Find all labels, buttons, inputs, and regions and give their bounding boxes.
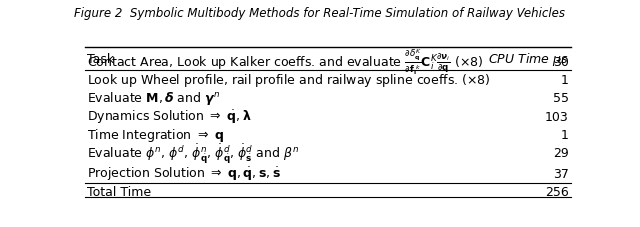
Text: Evaluate $\mathbf{M},\boldsymbol{\delta}$ and $\boldsymbol{\gamma}^n$: Evaluate $\mathbf{M},\boldsymbol{\delta}… — [88, 90, 221, 107]
Text: Contact Area, Look up Kalker coeffs. and evaluate $\frac{\partial\delta^K_{\math: Contact Area, Look up Kalker coeffs. and… — [88, 47, 484, 76]
Text: Time Integration $\Rightarrow$ $\mathbf{q}$: Time Integration $\Rightarrow$ $\mathbf{… — [88, 127, 225, 144]
Text: 1: 1 — [561, 129, 568, 142]
Text: 55: 55 — [552, 92, 568, 105]
Text: Projection Solution $\Rightarrow$ $\mathbf{q},\dot{\mathbf{q}},\mathbf{s},\dot{\: Projection Solution $\Rightarrow$ $\math… — [88, 165, 282, 182]
Text: Evaluate $\phi^n$, $\phi^d$, $\dot{\phi}^n_{\dot{\mathbf{q}}}$, $\dot{\phi}^d_{\: Evaluate $\phi^n$, $\phi^d$, $\dot{\phi}… — [88, 141, 300, 164]
Text: 30: 30 — [553, 55, 568, 68]
Text: Look up Wheel profile, rail profile and railway spline coeffs. ($\times 8$): Look up Wheel profile, rail profile and … — [88, 72, 491, 89]
Text: Total Time: Total Time — [88, 185, 152, 198]
Text: 1: 1 — [561, 74, 568, 86]
Text: 256: 256 — [545, 185, 568, 198]
Text: 37: 37 — [553, 167, 568, 180]
Text: Figure 2  Symbolic Multibody Methods for Real-Time Simulation of Railway Vehicle: Figure 2 Symbolic Multibody Methods for … — [74, 7, 566, 20]
Text: Task: Task — [88, 53, 115, 66]
Text: 103: 103 — [545, 110, 568, 123]
Text: 29: 29 — [553, 146, 568, 159]
Text: CPU Time $\mu s$: CPU Time $\mu s$ — [488, 51, 568, 68]
Text: Dynamics Solution $\Rightarrow$ $\dot{\mathbf{q}},\boldsymbol{\lambda}$: Dynamics Solution $\Rightarrow$ $\dot{\m… — [88, 108, 252, 126]
